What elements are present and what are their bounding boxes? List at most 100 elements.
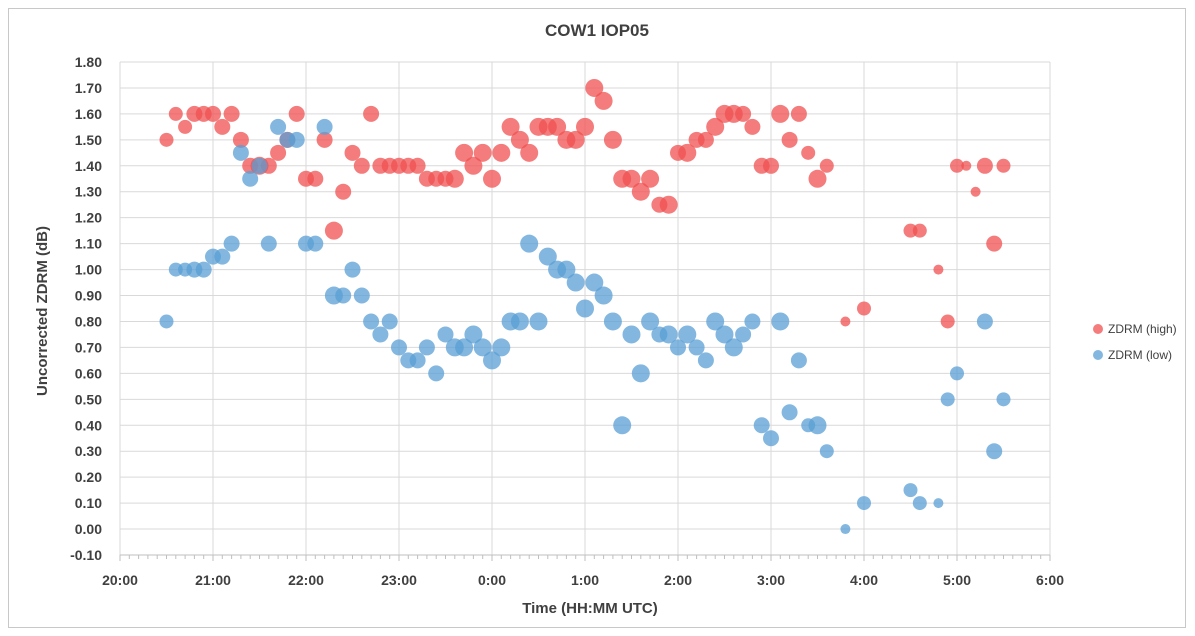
x-tick-label: 0:00 [478, 572, 506, 588]
data-point-low [214, 248, 231, 265]
data-point-high [641, 169, 660, 188]
axes [119, 554, 1051, 561]
data-point-high [819, 158, 834, 173]
data-point-low [483, 351, 501, 370]
data-point-low [232, 144, 249, 161]
data-points [159, 78, 1011, 535]
data-point-low [688, 339, 705, 356]
y-tick-label: 1.30 [75, 184, 102, 200]
data-point-low [840, 524, 851, 535]
y-tick-label: 0.80 [75, 313, 102, 329]
data-point-high [961, 160, 972, 171]
data-point-low [335, 287, 352, 304]
data-point-high [492, 143, 511, 162]
data-point-high [270, 144, 287, 161]
data-point-low [819, 444, 834, 459]
data-point-low [753, 417, 770, 434]
data-point-high [771, 104, 790, 123]
data-point-high [178, 119, 193, 134]
data-point-high [324, 221, 343, 240]
y-tick-label: 0.70 [75, 339, 102, 355]
data-point-high [763, 157, 779, 174]
chart-title: COW1 IOP05 [545, 21, 649, 40]
data-point-high [316, 131, 333, 148]
data-point-low [940, 392, 955, 407]
data-point-high [288, 105, 305, 122]
x-tick-label: 3:00 [757, 572, 785, 588]
y-tick-label: -0.10 [70, 547, 102, 563]
legend-marker [1093, 324, 1103, 334]
data-point-high [986, 235, 1003, 252]
data-point-low [529, 312, 548, 331]
data-point-low [790, 352, 807, 369]
data-point-low [242, 170, 259, 187]
data-point-low [986, 443, 1003, 460]
data-point-high [659, 195, 678, 214]
data-point-low [251, 157, 268, 174]
data-point-low [781, 404, 798, 421]
data-point-high [232, 131, 249, 148]
tick-labels: -0.10 0.00 0.10 0.20 0.30 0.40 0.50 0.60 0.70 0.8… [70, 54, 1064, 588]
x-axis-title: Time (HH:MM UTC) [522, 600, 658, 617]
data-point-low [538, 247, 557, 266]
data-point-low [372, 326, 389, 343]
data-point-high [168, 106, 183, 121]
y-tick-label: 1.80 [75, 54, 102, 70]
y-tick-label: 1.50 [75, 132, 102, 148]
data-point-high [840, 316, 851, 327]
data-point-high [510, 130, 529, 149]
data-point-high [409, 157, 426, 174]
y-tick-label: 0.00 [75, 521, 102, 537]
data-point-high [501, 117, 520, 136]
data-point-low [594, 286, 613, 305]
data-point-high [223, 105, 240, 122]
data-point-low [670, 339, 686, 356]
data-point-low [631, 364, 650, 383]
data-point-high [548, 117, 567, 136]
data-point-low [724, 338, 743, 357]
data-point-low [641, 312, 660, 331]
data-point-low [520, 234, 539, 253]
y-tick-label: 0.50 [75, 391, 102, 407]
data-point-high [363, 105, 380, 122]
data-point-low [857, 496, 871, 511]
data-point-high [933, 264, 944, 275]
data-point-low [363, 313, 380, 330]
data-point-low [585, 273, 604, 292]
data-point-low [763, 430, 779, 447]
data-point-low [933, 498, 944, 509]
data-point-low [697, 352, 714, 369]
data-point-low [950, 366, 964, 381]
x-tick-label: 6:00 [1036, 572, 1064, 588]
data-point-low [715, 325, 734, 344]
data-point-high [566, 130, 585, 149]
data-point-high [697, 131, 714, 148]
data-point-low [566, 273, 585, 292]
data-point-low [678, 325, 697, 344]
data-point-low [159, 314, 174, 329]
data-point-high [996, 158, 1011, 173]
data-point-low [455, 338, 474, 357]
data-point-high [735, 105, 752, 122]
data-point-low [381, 313, 398, 330]
y-axis-title: Uncorrected ZDRM (dB) [34, 226, 51, 396]
data-point-high [744, 118, 761, 135]
data-point-low [391, 339, 407, 356]
data-point-low [437, 326, 454, 343]
x-tick-label: 1:00 [571, 572, 599, 588]
data-point-high [576, 117, 594, 136]
x-tick-label: 20:00 [102, 572, 138, 588]
data-point-high [631, 182, 650, 201]
y-tick-label: 0.20 [75, 469, 102, 485]
data-point-low [473, 338, 492, 357]
data-point-high [976, 157, 993, 174]
data-point-low [576, 299, 594, 318]
data-point-low [195, 261, 212, 278]
x-tick-label: 23:00 [381, 572, 417, 588]
data-point-high [790, 105, 807, 122]
y-tick-label: 1.70 [75, 80, 102, 96]
data-point-high [159, 132, 174, 147]
x-tick-label: 22:00 [288, 572, 324, 588]
data-point-low [735, 326, 752, 343]
data-point-high [781, 131, 798, 148]
